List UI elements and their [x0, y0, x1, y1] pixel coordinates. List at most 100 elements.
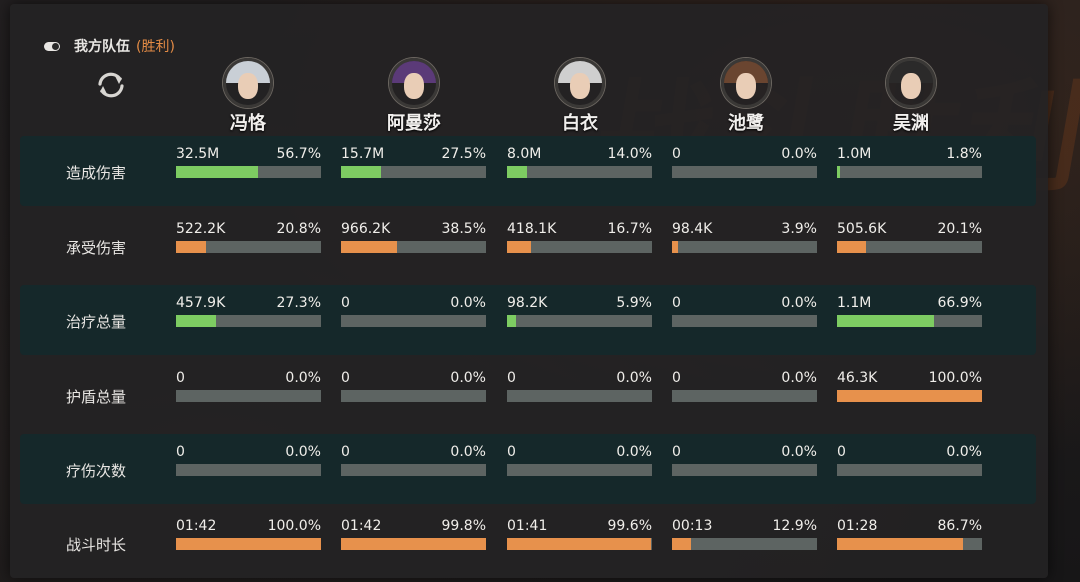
stat-bar-fill	[176, 315, 216, 327]
stat-bar	[341, 390, 486, 402]
stat-bar	[507, 464, 652, 476]
stat-values: 98.4K 3.9%	[672, 220, 817, 238]
stat-value: 15.7M	[341, 146, 385, 162]
stat-values: 0 0.0%	[672, 369, 817, 387]
stat-bar	[837, 166, 982, 178]
stat-bar	[176, 390, 321, 402]
stat-row: 战斗时长	[20, 508, 1036, 578]
hero-hair	[889, 61, 933, 83]
stat-values: 522.2K 20.8%	[176, 220, 321, 238]
stat-bar	[672, 166, 817, 178]
stat-values: 01:28 86.7%	[837, 517, 982, 535]
hero-avatar[interactable]	[886, 58, 936, 108]
stat-bar	[176, 166, 321, 178]
stat-label: 战斗时长	[66, 536, 127, 554]
hero-column-header: 阿曼莎	[354, 58, 474, 135]
stat-values: 418.1K 16.7%	[507, 220, 652, 238]
stat-bar-fill	[176, 538, 321, 550]
stat-percent: 0.0%	[781, 146, 817, 162]
stat-values: 01:42 100.0%	[176, 517, 321, 535]
stat-cell: 01:42 100.0%	[176, 517, 321, 550]
stat-values: 0 0.0%	[507, 369, 652, 387]
stat-percent: 0.0%	[450, 444, 486, 460]
stat-row: 承受伤害	[20, 211, 1036, 281]
hero-avatar[interactable]	[721, 58, 771, 108]
stat-values: 0 0.0%	[507, 443, 652, 461]
stat-bar	[837, 464, 982, 476]
stat-percent: 0.0%	[285, 370, 321, 386]
team-header: 我方队伍 (胜利)	[44, 36, 175, 56]
stat-bar	[341, 241, 486, 253]
hero-name: 吴渊	[893, 113, 929, 134]
stat-value: 0	[837, 444, 846, 460]
stat-percent: 3.9%	[781, 221, 817, 237]
stat-value: 522.2K	[176, 221, 226, 237]
stat-cell: 966.2K 38.5%	[341, 220, 486, 253]
hero-avatar[interactable]	[555, 58, 605, 108]
stat-cell: 8.0M 14.0%	[507, 145, 652, 178]
stat-percent: 100.0%	[267, 518, 321, 534]
stat-bar-fill	[507, 241, 532, 253]
stat-cell: 0 0.0%	[672, 294, 817, 327]
stat-bar	[507, 315, 652, 327]
stat-value: 0	[507, 444, 516, 460]
stat-value: 0	[507, 370, 516, 386]
stat-value: 8.0M	[507, 146, 542, 162]
stat-bar	[341, 464, 486, 476]
stat-values: 15.7M 27.5%	[341, 145, 486, 163]
stat-label: 治疗总量	[66, 313, 127, 331]
hero-avatar[interactable]	[389, 58, 439, 108]
stat-cell: 01:28 86.7%	[837, 517, 982, 550]
stat-cell: 522.2K 20.8%	[176, 220, 321, 253]
stat-percent: 0.0%	[450, 370, 486, 386]
stat-values: 0 0.0%	[176, 369, 321, 387]
refresh-icon[interactable]	[94, 70, 128, 100]
stat-values: 00:13 12.9%	[672, 517, 817, 535]
stat-bar	[507, 241, 652, 253]
stat-cell: 15.7M 27.5%	[341, 145, 486, 178]
stat-percent: 0.0%	[781, 370, 817, 386]
stat-percent: 56.7%	[276, 146, 321, 162]
stat-bar	[672, 464, 817, 476]
stat-percent: 16.7%	[607, 221, 652, 237]
stat-value: 0	[672, 444, 681, 460]
stat-bar	[341, 166, 486, 178]
hero-column-header: 吴渊	[851, 58, 971, 135]
stat-percent: 0.0%	[781, 295, 817, 311]
stat-value: 1.1M	[837, 295, 872, 311]
stat-values: 966.2K 38.5%	[341, 220, 486, 238]
stat-value: 0	[341, 444, 350, 460]
stat-bar-fill	[507, 538, 652, 550]
stat-cell: 00:13 12.9%	[672, 517, 817, 550]
stat-cell: 0 0.0%	[507, 443, 652, 476]
stat-values: 32.5M 56.7%	[176, 145, 321, 163]
stat-percent: 0.0%	[616, 370, 652, 386]
hero-name: 冯恪	[230, 113, 266, 134]
toggle-icon[interactable]	[44, 41, 60, 51]
stat-percent: 20.8%	[276, 221, 321, 237]
stat-bar	[672, 538, 817, 550]
stat-percent: 5.9%	[616, 295, 652, 311]
stat-percent: 0.0%	[946, 444, 982, 460]
stat-bar	[837, 241, 982, 253]
hero-face	[736, 73, 756, 99]
stat-value: 505.6K	[837, 221, 887, 237]
hero-avatar[interactable]	[223, 58, 273, 108]
stat-bar-fill	[176, 241, 207, 253]
stat-bar	[176, 241, 321, 253]
stat-values: 505.6K 20.1%	[837, 220, 982, 238]
hero-name: 白衣	[562, 113, 598, 134]
stat-label: 护盾总量	[66, 388, 127, 406]
stat-value: 0	[672, 295, 681, 311]
stat-values: 46.3K 100.0%	[837, 369, 982, 387]
stat-cell: 1.0M 1.8%	[837, 145, 982, 178]
stat-percent: 20.1%	[937, 221, 982, 237]
stat-bar	[672, 315, 817, 327]
stat-values: 01:42 99.8%	[341, 517, 486, 535]
hero-hair	[226, 61, 270, 83]
stat-bar-fill	[672, 538, 691, 550]
stat-bar	[507, 166, 652, 178]
stat-bar	[176, 315, 321, 327]
stat-value: 01:41	[507, 518, 548, 534]
stat-cell: 01:42 99.8%	[341, 517, 486, 550]
